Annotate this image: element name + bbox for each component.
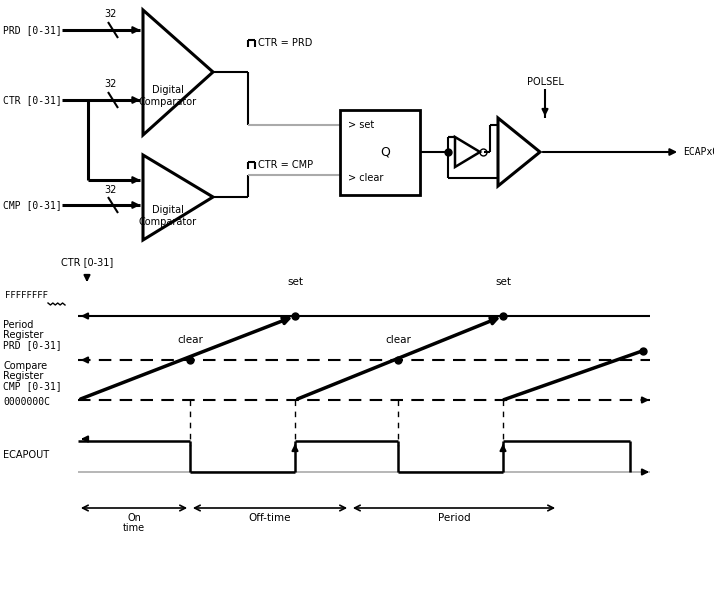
Text: Period: Period — [438, 513, 471, 523]
Text: set: set — [287, 277, 303, 287]
Text: On: On — [127, 513, 141, 523]
Text: > set: > set — [348, 120, 374, 130]
Text: clear: clear — [385, 335, 411, 345]
Text: CTR = CMP: CTR = CMP — [258, 160, 313, 170]
Text: set: set — [495, 277, 511, 287]
Bar — [340, 110, 420, 195]
Text: ECAPOUT: ECAPOUT — [3, 450, 49, 460]
Text: Digital: Digital — [152, 205, 184, 215]
Text: Comparator: Comparator — [139, 97, 197, 107]
Text: CMP [0-31]: CMP [0-31] — [3, 381, 61, 391]
Text: Q: Q — [380, 146, 390, 158]
Text: CTR [0-31]: CTR [0-31] — [61, 257, 113, 267]
Text: 32: 32 — [104, 9, 116, 19]
Text: CTR [0-31]: CTR [0-31] — [3, 95, 61, 105]
Text: FFFFFFFF: FFFFFFFF — [6, 292, 49, 301]
Text: ECAPxOUT: ECAPxOUT — [683, 147, 714, 157]
Text: Off-time: Off-time — [248, 513, 291, 523]
Text: Register: Register — [3, 371, 44, 381]
Text: Register: Register — [3, 330, 44, 340]
Text: CMP [0-31]: CMP [0-31] — [3, 200, 61, 210]
Text: Period: Period — [3, 320, 34, 330]
Text: PRD [0-31]: PRD [0-31] — [3, 340, 61, 350]
Text: 32: 32 — [104, 79, 116, 89]
Text: Comparator: Comparator — [139, 217, 197, 227]
Text: Digital: Digital — [152, 85, 184, 95]
Text: POLSEL: POLSEL — [526, 77, 563, 87]
Text: 32: 32 — [104, 185, 116, 195]
Text: Compare: Compare — [3, 361, 47, 371]
Text: time: time — [123, 523, 145, 533]
Text: clear: clear — [177, 335, 203, 345]
Text: PRD [0-31]: PRD [0-31] — [3, 25, 61, 35]
Text: 0000000C: 0000000C — [3, 397, 50, 407]
Text: > clear: > clear — [348, 173, 383, 183]
Text: CTR = PRD: CTR = PRD — [258, 38, 313, 48]
